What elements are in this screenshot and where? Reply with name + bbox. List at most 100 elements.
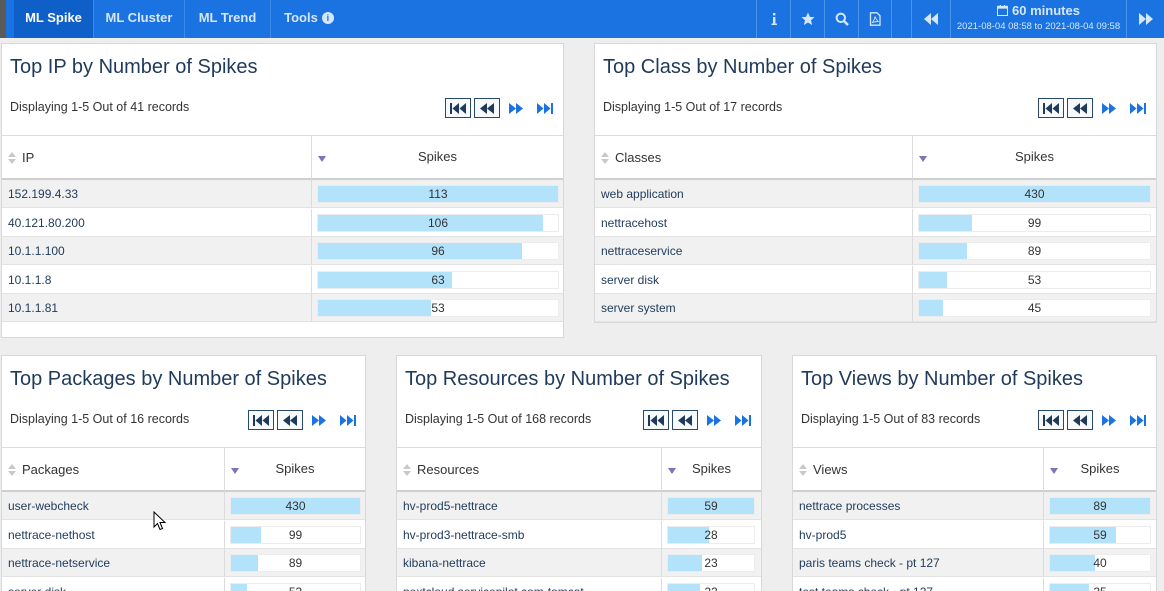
tab-ml-spike[interactable]: ML Spike (14, 0, 94, 38)
table-row[interactable]: nettrace-netservice 89 (2, 549, 365, 577)
mouse-cursor-icon (153, 511, 167, 531)
next-page-button[interactable] (1096, 410, 1122, 430)
row-name: 10.1.1.8 (2, 265, 312, 294)
table-row[interactable]: paris teams check - pt 127 40 (793, 549, 1156, 577)
table-row[interactable]: 10.1.1.8 63 (2, 265, 563, 294)
row-name: nettrace-nethost (2, 520, 225, 549)
table-row[interactable]: nettrace processes 89 (793, 492, 1156, 520)
sort-desc-icon (318, 156, 326, 162)
prev-page-button[interactable] (1067, 410, 1093, 430)
table-row[interactable]: nettraceservice 89 (595, 237, 1156, 265)
search-button[interactable] (824, 0, 858, 38)
first-page-button[interactable] (1038, 410, 1064, 430)
tab-ml-trend[interactable]: ML Trend (185, 0, 271, 38)
spike-bar-fill (318, 271, 452, 288)
spike-bar: 59 (1049, 525, 1151, 544)
table-row[interactable]: 10.1.1.100 96 (2, 237, 563, 265)
column-header-spikes[interactable]: Spikes (225, 448, 365, 491)
spike-bar: 45 (918, 299, 1151, 317)
spike-value: 28 (704, 527, 718, 542)
time-range-display[interactable]: 60 minutes 2021-08-04 08:58 to 2021-08-0… (950, 0, 1127, 38)
table-row[interactable]: user-webcheck 430 (2, 492, 365, 520)
column-header-name[interactable]: Views (793, 448, 1044, 491)
last-page-button[interactable] (730, 410, 756, 430)
sort-icon (799, 463, 807, 476)
spike-bar-fill (318, 214, 543, 231)
row-name: nextcloud.servicepilot.com-tomcat (397, 577, 662, 591)
table-row[interactable]: hv-prod5 59 (793, 520, 1156, 549)
pager (643, 410, 756, 430)
table-row[interactable]: hv-prod5-nettrace 59 (397, 492, 761, 520)
column-header-name[interactable]: Resources (397, 448, 662, 491)
table-row[interactable]: nettracehost 99 (595, 208, 1156, 237)
spike-bar: 430 (918, 185, 1151, 203)
row-name: 10.1.1.100 (2, 237, 312, 265)
next-page-icon (312, 414, 326, 426)
table-row[interactable]: kibana-nettrace 23 (397, 549, 761, 577)
next-page-button[interactable] (306, 410, 332, 430)
tab-tools[interactable]: Tools i (271, 0, 347, 38)
time-next-button[interactable] (1127, 0, 1164, 38)
last-page-button[interactable] (1125, 410, 1151, 430)
next-page-button[interactable] (701, 410, 727, 430)
first-page-button[interactable] (643, 410, 669, 430)
column-header-spikes-label: Spikes (1014, 149, 1055, 164)
table-row[interactable]: 10.1.1.81 53 (2, 294, 563, 322)
next-page-icon (1102, 414, 1116, 426)
spike-value: 89 (1027, 244, 1042, 258)
column-header-spikes[interactable]: Spikes (312, 136, 563, 179)
time-prev-button[interactable] (912, 0, 950, 38)
column-header-name[interactable]: Classes (595, 136, 913, 179)
spike-bar-fill (1050, 555, 1095, 571)
first-page-button[interactable] (1038, 98, 1064, 118)
pager (445, 98, 558, 118)
pdf-export-button[interactable] (858, 0, 892, 38)
tab-ml-cluster[interactable]: ML Cluster (94, 0, 185, 38)
last-page-button[interactable] (335, 410, 361, 430)
first-page-button[interactable] (445, 98, 471, 118)
next-page-button[interactable] (503, 98, 529, 118)
prev-page-button[interactable] (277, 410, 303, 430)
favorite-button[interactable] (790, 0, 824, 38)
table-row[interactable]: 152.199.4.33 113 (2, 180, 563, 208)
table-row[interactable]: nettrace-nethost 99 (2, 520, 365, 549)
column-header-name[interactable]: Packages (2, 448, 225, 491)
spike-value: 40 (1093, 556, 1107, 570)
table-row[interactable]: server disk 53 (595, 265, 1156, 294)
column-header-spikes[interactable]: Spikes (1044, 448, 1156, 491)
last-page-button[interactable] (1125, 98, 1151, 118)
info-button[interactable] (756, 0, 790, 38)
next-page-icon (1102, 102, 1116, 114)
spike-bar: 89 (1049, 497, 1151, 515)
prev-page-icon (1073, 414, 1087, 426)
column-header-name[interactable]: IP (2, 136, 312, 179)
table-row[interactable]: nextcloud.servicepilot.com-tomcat 22 (397, 577, 761, 591)
prev-page-button[interactable] (474, 98, 500, 118)
column-header-name-label: Packages (22, 462, 80, 477)
table-row[interactable]: server disk 53 (2, 577, 365, 591)
table-row[interactable]: web application 430 (595, 180, 1156, 208)
spike-bar-fill (231, 555, 258, 571)
column-header-name-label: Resources (417, 462, 480, 477)
table-row[interactable]: hv-prod3-nettrace-smb 28 (397, 520, 761, 549)
last-page-button[interactable] (532, 98, 558, 118)
column-header-spikes[interactable]: Spikes (662, 448, 761, 491)
prev-page-button[interactable] (672, 410, 698, 430)
spike-value: 99 (1027, 215, 1042, 230)
spike-bar-fill (668, 583, 700, 591)
row-name: 10.1.1.81 (2, 294, 312, 322)
spike-bar: 113 (317, 185, 559, 203)
column-header-spikes[interactable]: Spikes (913, 136, 1156, 179)
table-row[interactable]: server system 45 (595, 294, 1156, 322)
time-range-control: 60 minutes 2021-08-04 08:58 to 2021-08-0… (911, 0, 1164, 38)
row-name: nettracehost (595, 208, 913, 237)
next-page-icon (509, 102, 523, 114)
table-row[interactable]: 40.121.80.200 106 (2, 208, 563, 237)
first-page-button[interactable] (248, 410, 274, 430)
spike-bar: 106 (317, 213, 559, 232)
row-name: nettrace-netservice (2, 549, 225, 577)
next-page-button[interactable] (1096, 98, 1122, 118)
prev-page-button[interactable] (1067, 98, 1093, 118)
table-row[interactable]: test teams check - pt 127 35 (793, 577, 1156, 591)
panel-title: Top Class by Number of Spikes (603, 56, 883, 78)
